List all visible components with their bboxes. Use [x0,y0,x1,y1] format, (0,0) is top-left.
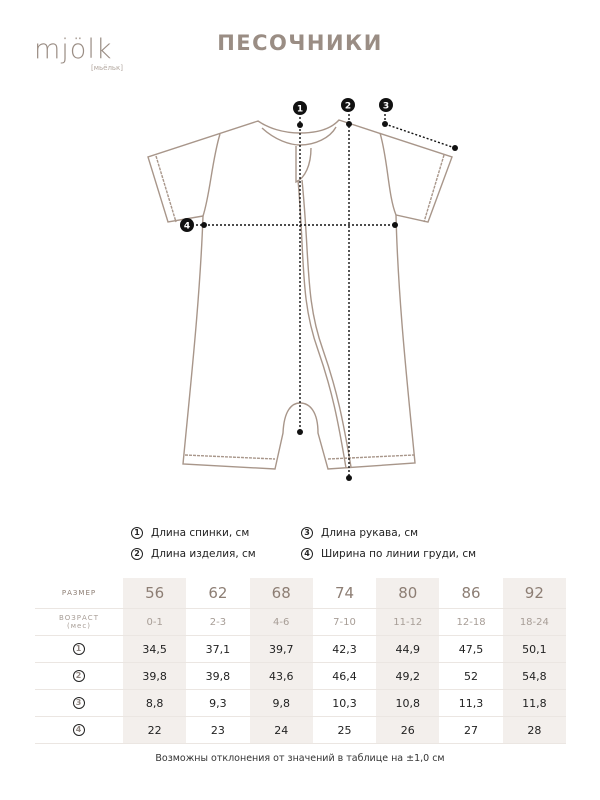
value-cell: 11,3 [439,689,503,717]
value-cell: 46,4 [312,662,377,690]
logo-text: mjölk [34,34,113,65]
age-label: ВОЗРАСТ (мес) [35,608,123,636]
page-title: ПЕСОЧНИКИ [217,31,383,55]
value-cell: 43,6 [249,662,313,690]
value-cell: 9,8 [249,689,313,717]
value-cell: 10,8 [376,689,440,717]
value-cell: 28 [502,716,566,744]
number-icon: 2 [131,547,143,560]
svg-text:4: 4 [184,222,190,232]
legend-label: Ширина по линии груди, см [321,547,477,560]
value-cell: 9,3 [186,689,250,717]
svg-text:2: 2 [345,102,351,112]
number-icon: 4 [73,724,85,736]
table-row: 2 39,8 39,8 43,6 46,4 49,2 52 54,8 [35,662,566,690]
legend-item: 2 Длина изделия, см [131,543,256,564]
size-cell: 80 [376,578,440,609]
value-cell: 24 [249,716,313,744]
size-cell: 92 [502,578,566,609]
value-cell: 39,7 [249,635,313,663]
age-cell: 11-12 [376,608,440,636]
legend-right: 3 Длина рукава, см 4 Ширина по линии груди… [301,522,476,564]
legend-item: 4 Ширина по линии груди, см [301,543,476,564]
romper-diagram: 1 2 3 4 [147,98,458,481]
marker-4: 4 [180,218,194,232]
row-number: 3 [35,689,123,717]
value-cell: 44,9 [376,635,440,663]
legend-item: 3 Длина рукава, см [301,522,476,543]
age-cell: 12-18 [439,608,503,636]
value-cell: 34,5 [123,635,187,663]
row-number: 1 [35,635,123,663]
value-cell: 49,2 [376,662,440,690]
number-icon: 4 [301,547,313,560]
age-cell: 0-1 [123,608,187,636]
marker-2: 2 [341,98,355,112]
number-icon: 2 [73,670,85,682]
legend-label: Длина рукава, см [321,526,419,539]
table-row: 1 34,5 37,1 39,7 42,3 44,9 47,5 50,1 [35,635,566,663]
number-icon: 1 [131,526,143,539]
value-cell: 11,8 [502,689,566,717]
size-label: РАЗМЕР [35,578,123,609]
age-cell: 2-3 [186,608,250,636]
size-cell: 74 [312,578,377,609]
brand-logo: mjölk [мьёльк] [34,34,123,72]
logo-subtext: [мьёльк] [91,64,124,72]
age-cell: 7-10 [312,608,377,636]
marker-1: 1 [293,101,307,115]
value-cell: 26 [376,716,440,744]
value-cell: 39,8 [123,662,187,690]
row-number: 2 [35,662,123,690]
number-icon: 3 [73,697,85,709]
value-cell: 22 [123,716,187,744]
size-cell: 68 [249,578,313,609]
value-cell: 54,8 [502,662,566,690]
size-cell: 86 [439,578,503,609]
age-cell: 4-6 [249,608,313,636]
legend-item: 1 Длина спинки, см [131,522,256,543]
value-cell: 39,8 [186,662,250,690]
row-number: 4 [35,716,123,744]
footnote: Возможны отклонения от значений в таблиц… [155,753,445,764]
size-row: РАЗМЕР 56 62 68 74 80 86 92 [35,578,566,609]
age-cell: 18-24 [502,608,566,636]
value-cell: 25 [312,716,377,744]
number-icon: 3 [301,526,313,539]
size-table: РАЗМЕР 56 62 68 74 80 86 92 ВОЗРАСТ (мес) 0-1 2-3 4-… [35,578,566,744]
legend-label: Длина спинки, см [151,526,250,539]
svg-text:1: 1 [297,105,303,115]
size-cell: 56 [123,578,187,609]
value-cell: 50,1 [502,635,566,663]
table-row: 4 22 23 24 25 26 27 28 [35,716,566,744]
value-cell: 23 [186,716,250,744]
table-row: 3 8,8 9,3 9,8 10,3 10,8 11,3 11,8 [35,689,566,717]
svg-text:3: 3 [383,102,389,112]
measure-lines [196,114,456,478]
size-cell: 62 [186,578,250,609]
value-cell: 27 [439,716,503,744]
value-cell: 10,3 [312,689,377,717]
value-cell: 47,5 [439,635,503,663]
value-cell: 37,1 [186,635,250,663]
legend-label: Длина изделия, см [151,547,256,560]
marker-3: 3 [379,98,393,112]
value-cell: 52 [439,662,503,690]
measure-dots [201,121,458,481]
value-cell: 42,3 [312,635,377,663]
legend-left: 1 Длина спинки, см 2 Длина изделия, см [131,522,256,564]
age-row: ВОЗРАСТ (мес) 0-1 2-3 4-6 7-10 11-12 12-18 18-24 [35,608,566,636]
value-cell: 8,8 [123,689,187,717]
number-icon: 1 [73,643,85,655]
